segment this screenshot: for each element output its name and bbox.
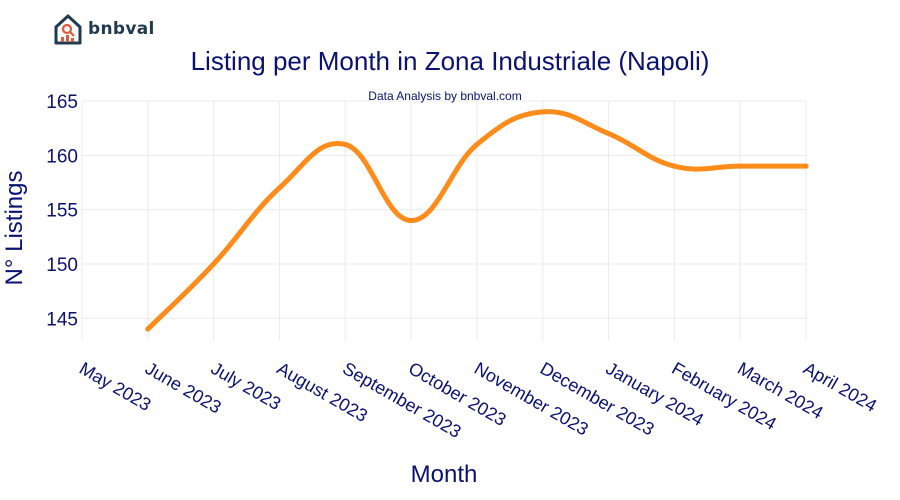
x-axis-label: Month [411, 461, 478, 488]
x-tick-label: May 2023 [76, 358, 154, 415]
house-chart-icon [54, 14, 82, 45]
data-point [474, 141, 480, 147]
y-tick-label: 150 [46, 255, 78, 276]
series-line [145, 109, 809, 332]
y-tick-label: 165 [46, 92, 78, 113]
y-axis-label: N° Listings [1, 171, 28, 286]
x-tick-label: September 2023 [339, 358, 464, 442]
data-point [671, 163, 677, 169]
data-point [276, 185, 282, 191]
data-point [737, 163, 743, 169]
chart-title: Listing per Month in Zona Industriale (N… [191, 46, 710, 76]
data-point [606, 131, 612, 137]
y-axis-ticks: 145 150 155 160 165 [46, 92, 78, 330]
y-tick-label: 160 [46, 146, 78, 167]
data-points [145, 109, 809, 332]
data-point [211, 261, 217, 267]
grid-lines [81, 100, 807, 340]
data-point [803, 163, 809, 169]
chart-subtitle: Data Analysis by bnbval.com [368, 89, 521, 103]
data-point [540, 109, 546, 115]
y-tick-label: 155 [46, 201, 78, 222]
brand-logo: bnbval [54, 12, 155, 46]
data-point [408, 218, 414, 223]
brand-name: bnbval [88, 19, 155, 39]
data-point [342, 141, 348, 147]
y-tick-label: 145 [46, 309, 78, 330]
data-point [145, 326, 151, 332]
x-tick-label: November 2023 [471, 358, 592, 439]
x-tick-label: December 2023 [537, 358, 658, 439]
